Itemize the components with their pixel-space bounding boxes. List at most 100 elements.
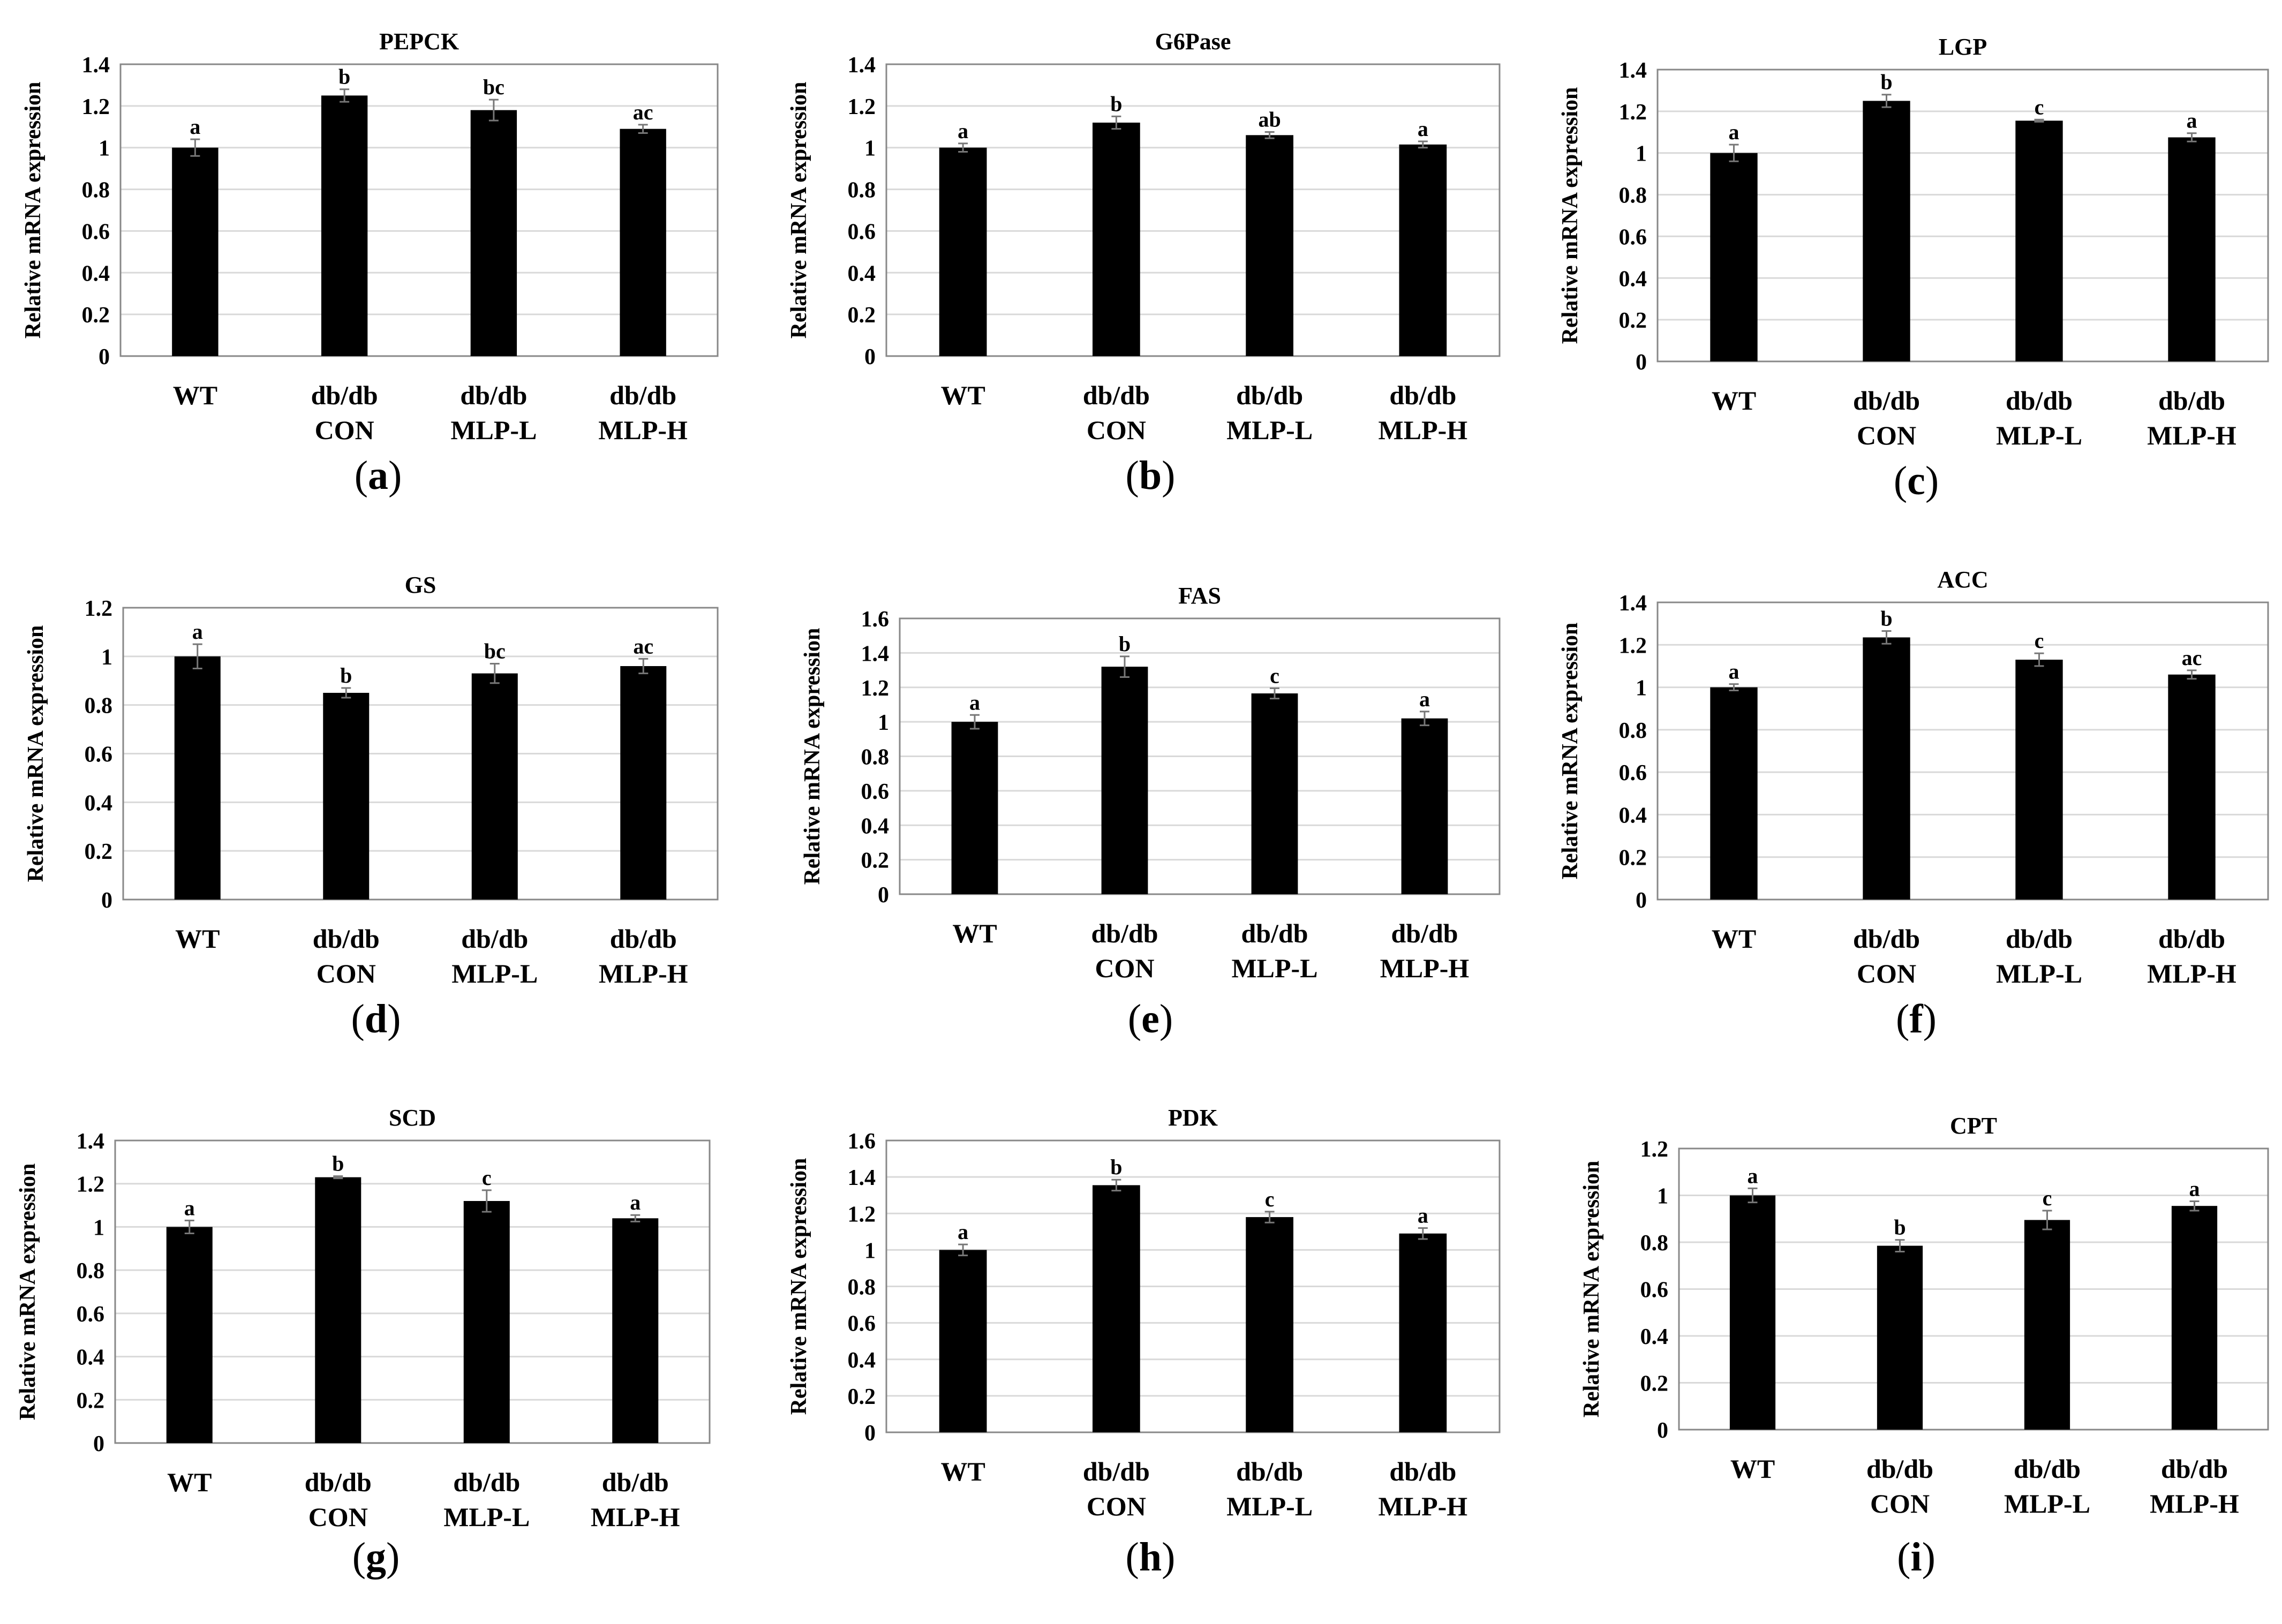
- bar-1: [939, 1250, 987, 1432]
- chart-title: PEPCK: [379, 28, 459, 55]
- x-tick-label-line1: db/db: [1236, 380, 1303, 410]
- y-axis-label: Relative mRNA expression: [1558, 87, 1583, 344]
- x-tick-label-line2: MLP-L: [1226, 1491, 1313, 1521]
- x-tick-label-line1: WT: [940, 380, 985, 410]
- plot-frame: [1656, 601, 2269, 901]
- significance-letter: b: [1110, 1155, 1122, 1179]
- y-tick-label: 1: [1657, 1184, 1668, 1209]
- y-axis-label: Relative mRNA expression: [787, 82, 811, 339]
- y-axis-label: Relative mRNA expression: [800, 628, 825, 885]
- y-tick-label: 0.8: [861, 745, 890, 770]
- y-tick-label: 0.8: [77, 1259, 105, 1283]
- bar-1: [1710, 687, 1758, 900]
- y-tick-label: 1.4: [1619, 58, 1647, 83]
- x-tick-label-line1: WT: [1712, 386, 1756, 416]
- chart-title: PDK: [1168, 1105, 1218, 1131]
- y-tick-label: 1: [99, 137, 110, 161]
- bar-4: [1399, 1233, 1447, 1432]
- y-tick-label: 0: [1636, 350, 1647, 375]
- bar-2: [321, 95, 368, 356]
- x-tick-label-line1: db/db: [460, 380, 527, 410]
- y-tick-label: 0: [1657, 1418, 1668, 1443]
- x-tick-label-line2: MLP-L: [1996, 958, 2082, 988]
- y-tick-label: 0.8: [85, 694, 113, 719]
- significance-letter: ab: [1259, 108, 1281, 132]
- y-tick-label: 1.2: [861, 676, 890, 701]
- y-tick-label: 0.2: [77, 1388, 105, 1413]
- significance-letter: a: [1729, 120, 1739, 144]
- chart-2: G6Pase 0 0.2 0.4 0.6 0.8 1 1.2 1.4 Relative mRNA …: [787, 28, 1501, 445]
- significance-letter: b: [1880, 607, 1892, 631]
- x-tick-label-line2: MLP-H: [2147, 420, 2236, 450]
- y-axis-label: Relative mRNA expression: [24, 625, 48, 882]
- x-tick-label-line2: CON: [308, 1502, 368, 1532]
- y-tick-label: 1.4: [77, 1129, 105, 1154]
- x-tick-label-line1: db/db: [1083, 380, 1150, 410]
- chart-title: G6Pase: [1155, 28, 1231, 55]
- panel-label: (i): [1897, 1535, 1935, 1580]
- x-tick-label-line2: MLP-H: [2147, 958, 2236, 988]
- y-tick-label: 0.6: [848, 220, 876, 244]
- y-tick-label: 1: [1636, 142, 1647, 167]
- significance-letter: a: [2189, 1176, 2200, 1200]
- x-tick-label-line2: MLP-H: [599, 958, 688, 988]
- bar-4: [612, 1218, 659, 1443]
- significance-letter: bc: [484, 639, 506, 663]
- x-tick-label-line1: db/db: [1083, 1456, 1150, 1486]
- bar-1: [939, 147, 987, 356]
- panel-label: (h): [1125, 1535, 1176, 1580]
- bar-2: [1877, 1245, 1923, 1430]
- y-tick-label: 0: [878, 883, 889, 908]
- y-tick-label: 0.8: [82, 178, 110, 203]
- x-tick-label-line1: WT: [175, 924, 220, 954]
- bar-3: [471, 673, 518, 900]
- significance-letter: b: [332, 1152, 344, 1176]
- x-tick-label-line1: db/db: [610, 924, 677, 954]
- x-tick-label-line2: MLP-L: [443, 1502, 530, 1532]
- x-tick-label-line2: CON: [1095, 953, 1154, 983]
- y-axis-label: Relative mRNA expression: [21, 82, 46, 339]
- y-tick-label: 0.6: [1619, 225, 1647, 250]
- bar-1: [951, 722, 998, 894]
- significance-letter: a: [2187, 109, 2197, 133]
- bar-3: [2015, 120, 2063, 361]
- significance-letter: b: [1119, 632, 1131, 656]
- y-tick-label: 0.4: [85, 791, 113, 815]
- significance-letter: c: [1265, 1187, 1275, 1211]
- chart-8: PDK 0 0.2 0.4 0.6 0.8 1 1.2 1.4 1.6 Relative mRNA …: [787, 1105, 1501, 1521]
- y-tick-label: 0.6: [1640, 1278, 1669, 1303]
- significance-letter: c: [2035, 629, 2044, 653]
- bar-2: [1101, 667, 1148, 894]
- bar-4: [620, 129, 666, 356]
- y-tick-label: 0.2: [861, 849, 890, 873]
- y-tick-label: 0.4: [848, 1348, 876, 1373]
- y-tick-label: 1.2: [85, 596, 113, 621]
- plot-frame: [885, 63, 1501, 357]
- y-tick-label: 1: [1636, 676, 1647, 701]
- chart-title: FAS: [1178, 583, 1221, 609]
- y-tick-label: 0: [1636, 888, 1647, 913]
- x-tick-label-line2: MLP-L: [1996, 420, 2082, 450]
- y-tick-label: 1.4: [1619, 591, 1647, 616]
- bar-3: [2015, 660, 2063, 900]
- x-tick-label-line1: db/db: [2014, 1454, 2081, 1484]
- y-tick-label: 1.2: [82, 95, 110, 119]
- x-tick-label-line1: db/db: [609, 380, 676, 410]
- y-tick-label: 1: [878, 711, 889, 735]
- y-tick-label: 0: [93, 1432, 104, 1456]
- x-tick-label-line1: db/db: [2006, 924, 2073, 954]
- y-tick-label: 1.4: [861, 641, 890, 666]
- x-tick-label-line2: CON: [1087, 1491, 1146, 1521]
- x-tick-label-line2: MLP-L: [1226, 415, 1313, 445]
- y-tick-label: 0.2: [85, 840, 113, 864]
- y-tick-label: 1.4: [848, 53, 876, 78]
- x-tick-label-line2: MLP-H: [598, 415, 688, 445]
- y-tick-label: 1: [93, 1215, 104, 1240]
- x-tick-label-line2: CON: [1857, 420, 1916, 450]
- significance-letter: a: [190, 115, 200, 139]
- x-tick-label-line1: db/db: [1866, 1454, 1933, 1484]
- x-tick-label-line1: db/db: [2161, 1454, 2228, 1484]
- plot-frame: [1678, 1147, 2269, 1431]
- y-tick-label: 0.2: [1619, 846, 1647, 871]
- significance-letter: b: [1880, 70, 1892, 94]
